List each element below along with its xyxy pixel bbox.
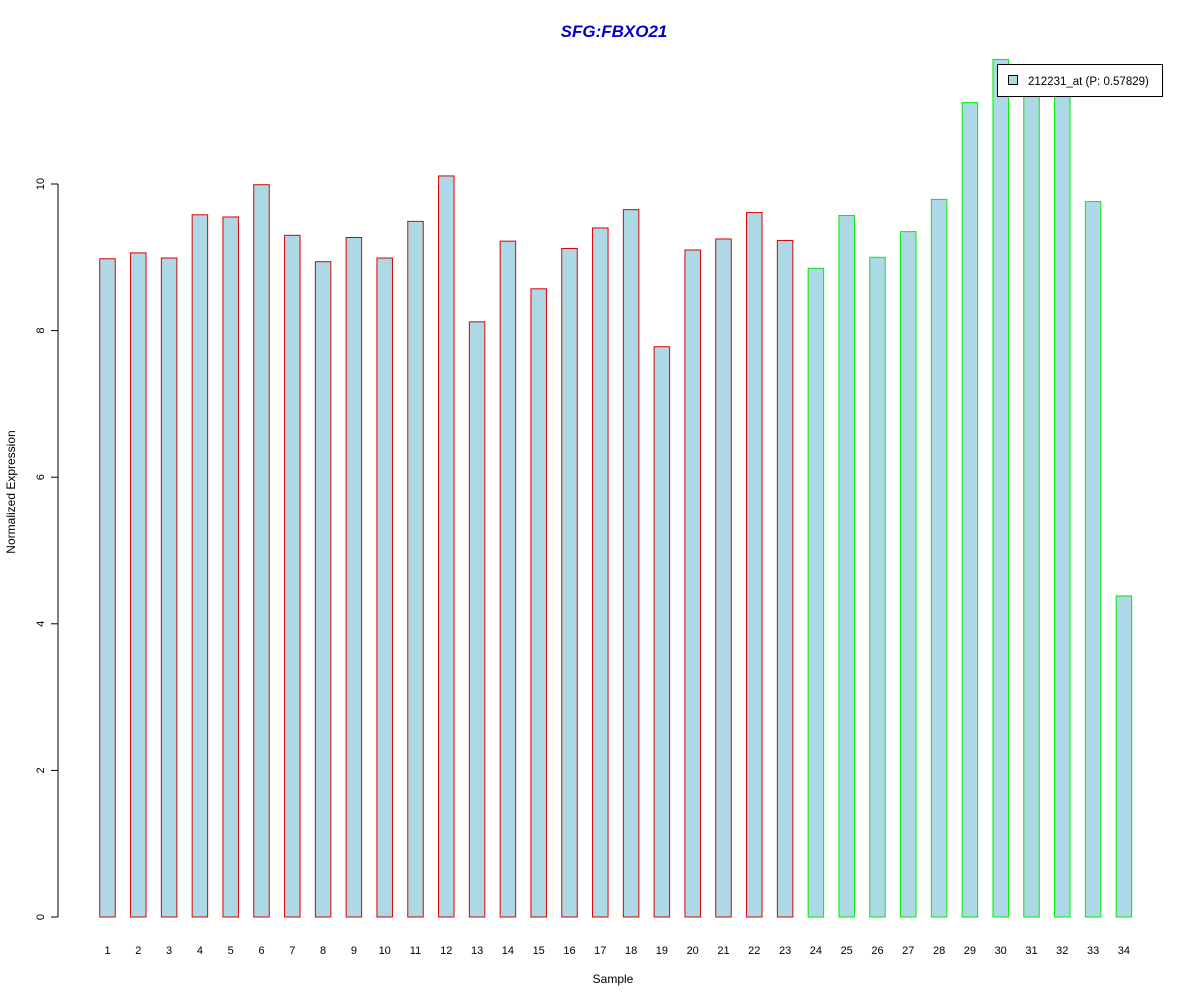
- x-tick-label: 27: [902, 945, 914, 957]
- bar-sample-2: [130, 252, 147, 918]
- y-tick-label: 6: [35, 474, 47, 480]
- legend-box: [997, 64, 1163, 97]
- x-tick-labels: 1 2 3 4 5 6 7 8 9 10 11 12 13 14 15 16 17 18 19 20 21 22 23 24 2…: [104, 945, 1130, 957]
- x-tick-label: 25: [841, 945, 853, 957]
- y-tick-label: 0: [35, 914, 47, 920]
- y-axis-label: Normalized Expression: [4, 430, 18, 553]
- x-tick-label: 19: [656, 945, 668, 957]
- bar-sample-19: [653, 346, 671, 918]
- bar-sample-1: [99, 258, 116, 918]
- x-tick-label: 22: [748, 945, 760, 957]
- bar-sample-21: [715, 238, 732, 918]
- bar-sample-10: [376, 257, 393, 918]
- legend: 212231_at (P: 0.57829): [997, 64, 1163, 97]
- x-tick-label: 9: [351, 945, 357, 957]
- bar-sample-24: [807, 267, 825, 918]
- bar-sample-4: [191, 214, 209, 918]
- bar-sample-17: [592, 227, 609, 918]
- x-tick-label: 11: [410, 945, 421, 957]
- x-tick-label: 3: [166, 945, 172, 957]
- x-tick-label: 20: [687, 945, 699, 957]
- x-tick-label: 24: [810, 945, 822, 957]
- bar-sample-29: [961, 102, 979, 918]
- bar-sample-8: [314, 261, 332, 918]
- y-tick-label: 10: [35, 178, 47, 190]
- x-tick-label: 21: [717, 945, 729, 957]
- x-tick-label: 32: [1056, 945, 1068, 957]
- x-tick-label: 5: [228, 945, 234, 957]
- x-tick-label: 28: [933, 945, 945, 957]
- x-tick-label: 1: [104, 945, 110, 957]
- legend-label: 212231_at (P: 0.57829): [1028, 76, 1149, 88]
- bar-sample-25: [838, 215, 855, 918]
- y-tick-label: 2: [35, 767, 47, 773]
- y-tick-label: 4: [35, 621, 47, 627]
- bar-sample-3: [160, 257, 178, 918]
- bar-sample-31: [1023, 91, 1040, 918]
- bar-sample-7: [284, 234, 301, 918]
- bar-sample-11: [407, 220, 424, 918]
- x-tick-label: 14: [502, 945, 514, 957]
- bar-sample-32: [1054, 91, 1071, 918]
- x-tick-label: 16: [563, 945, 575, 957]
- bar-sample-20: [684, 249, 701, 918]
- x-tick-label: 7: [289, 945, 295, 957]
- legend-swatch: [1008, 75, 1018, 85]
- y-axis: 0 2 4 6 8 10: [35, 178, 59, 920]
- x-tick-label: 12: [440, 945, 452, 957]
- x-tick-label: 31: [1025, 945, 1037, 957]
- bar-sample-6: [253, 184, 270, 918]
- bar-sample-34: [1115, 595, 1133, 918]
- x-tick-label: 8: [320, 945, 326, 957]
- x-tick-label: 4: [197, 945, 203, 957]
- x-tick-label: 34: [1118, 945, 1130, 957]
- bar-sample-27: [900, 231, 917, 918]
- x-tick-label: 2: [135, 945, 141, 957]
- bar-sample-18: [622, 209, 640, 918]
- bar-sample-26: [869, 256, 886, 918]
- bar-sample-22: [746, 212, 763, 918]
- chart-title: SFG:FBXO21: [561, 22, 668, 41]
- x-tick-label: 23: [779, 945, 791, 957]
- x-tick-label: 26: [871, 945, 883, 957]
- x-axis-label: Sample: [593, 972, 634, 986]
- bar-sample-30: [992, 58, 1009, 918]
- bar-sample-5: [222, 216, 239, 918]
- bar-sample-33: [1084, 201, 1102, 918]
- x-tick-label: 15: [533, 945, 545, 957]
- x-tick-label: 30: [995, 945, 1007, 957]
- bar-sample-23: [776, 239, 794, 918]
- x-tick-label: 10: [379, 945, 391, 957]
- x-tick-label: 29: [964, 945, 976, 957]
- x-tick-label: 6: [258, 945, 264, 957]
- bar-sample-16: [561, 248, 578, 918]
- x-tick-label: 13: [471, 945, 483, 957]
- bar-sample-15: [530, 288, 547, 918]
- x-tick-label: 33: [1087, 945, 1099, 957]
- x-tick-label: 17: [594, 945, 606, 957]
- bars-group: [99, 58, 1133, 918]
- bar-sample-9: [345, 237, 363, 918]
- x-tick-label: 18: [625, 945, 637, 957]
- bar-sample-28: [930, 198, 948, 918]
- y-tick-label: 8: [35, 328, 47, 334]
- bar-sample-14: [499, 240, 517, 918]
- bar-sample-13: [468, 321, 486, 918]
- bar-sample-12: [438, 175, 455, 918]
